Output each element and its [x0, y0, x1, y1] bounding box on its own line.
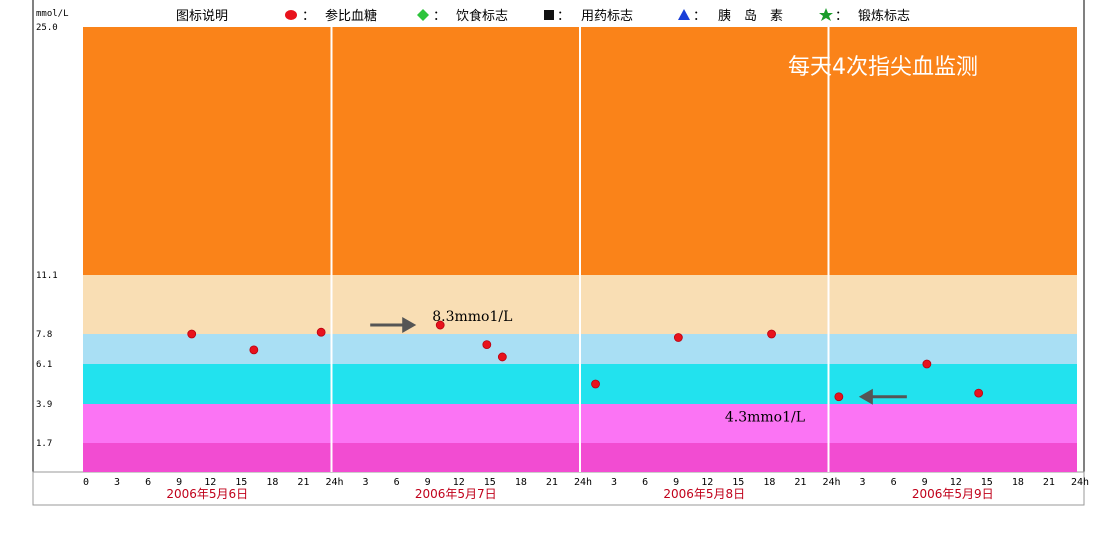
y-tick-label: 7.8 [36, 330, 52, 340]
x-tick-label: 18 [266, 477, 278, 488]
glucose-point [187, 329, 197, 339]
annotation-label: 4.3mmo1/L [725, 410, 805, 426]
x-tick-label: 15 [981, 477, 993, 488]
legend-sep-1: ： [302, 9, 315, 24]
reference-glucose-points [187, 320, 984, 402]
legend-item-exercise: 锻炼标志 [858, 9, 910, 24]
glucose-point [435, 320, 445, 330]
y-tick-label: 6.1 [36, 360, 52, 370]
glucose-point [767, 329, 776, 339]
x-tick-label: 21 [546, 477, 558, 488]
glucose-point [316, 327, 326, 337]
x-tick-label: 24h [325, 477, 343, 488]
x-tick-label: 15 [484, 477, 496, 488]
x-tick-label: 12 [950, 477, 962, 488]
x-tick-label: 3 [363, 477, 369, 488]
legend-title: 图标说明 [176, 9, 228, 24]
x-tick-label: 18 [515, 477, 527, 488]
x-tick-label: 21 [794, 477, 806, 488]
glucose-point [673, 333, 683, 342]
x-tick-label: 18 [1012, 477, 1024, 488]
unit-label: mmol/L [36, 9, 69, 19]
x-tick-label: 6 [394, 477, 400, 488]
legend-star-icon [819, 8, 833, 21]
x-tick-label: 3 [860, 477, 866, 488]
x-tick-label: 9 [673, 477, 679, 488]
x-tick-label: 24h [1071, 477, 1089, 488]
glucose-point [834, 392, 844, 402]
x-axis-date-labels: 2006年5月6日 2006年5月7日 2006年5月8日 2006年5月9日 [166, 487, 993, 501]
legend-item-medication: 用药标志 [581, 9, 633, 24]
day-dividers [330, 27, 830, 472]
x-tick-label: 6 [891, 477, 897, 488]
x-tick-label: 9 [176, 477, 182, 488]
legend-item-reference-glucose: 参比血糖 [325, 8, 377, 24]
annotation-label: 8.3mmo1/L [432, 309, 512, 325]
y-axis-ticks: 25.0 11.1 7.8 6.1 3.9 1.7 [36, 23, 58, 449]
x-tick-label: 18 [763, 477, 775, 488]
legend-sep-4: ： [693, 9, 706, 24]
glucose-point [974, 388, 984, 398]
x-tick-label: 15 [235, 477, 247, 488]
legend-sep-3: ： [557, 9, 570, 24]
legend-item-diet: 饮食标志 [456, 8, 508, 24]
x-tick-label: 0 [83, 477, 89, 488]
arrow-left-icon [858, 388, 873, 405]
x-tick-label: 9 [425, 477, 431, 488]
x-axis-hour-ticks: 0 3 6 9 12 15 18 21 24h 3 6 9 12 15 18 21 24h 3 6 9 12 15 18 21… [83, 477, 1089, 488]
x-tick-label: 21 [1043, 477, 1055, 488]
y-tick-label: 3.9 [36, 400, 52, 410]
x-tick-label: 12 [453, 477, 465, 488]
legend-diamond-icon [417, 9, 429, 21]
glucose-point [249, 345, 259, 355]
x-tick-label: 3 [114, 477, 120, 488]
legend: mmol/L 图标说明 ： 参比血糖 ： 饮食标志 ： 用药标志 ： 胰 岛 素… [36, 8, 910, 24]
glucose-point [497, 352, 507, 362]
date-label: 2006年5月6日 [166, 487, 248, 501]
arrow-right-icon [402, 317, 417, 334]
glucose-point [482, 340, 492, 349]
legend-sep-5: ： [835, 9, 848, 24]
legend-triangle-icon [678, 9, 690, 20]
legend-item-insulin: 胰 岛 素 [718, 8, 783, 24]
legend-circle-icon [285, 10, 297, 20]
date-label: 2006年5月8日 [663, 487, 745, 501]
date-label: 2006年5月7日 [415, 487, 497, 501]
x-tick-label: 12 [701, 477, 713, 488]
x-tick-label: 12 [204, 477, 216, 488]
y-tick-label: 11.1 [36, 271, 58, 281]
x-tick-label: 3 [611, 477, 617, 488]
x-tick-label: 9 [922, 477, 928, 488]
overlay-title: 每天4次指尖血监测 [788, 55, 978, 80]
x-tick-label: 15 [732, 477, 744, 488]
y-tick-label: 1.7 [36, 439, 52, 449]
x-tick-label: 21 [297, 477, 309, 488]
glucose-point [591, 379, 600, 389]
legend-sep-2: ： [433, 9, 446, 24]
x-tick-label: 6 [145, 477, 151, 488]
legend-square-icon [544, 10, 554, 20]
x-tick-label: 24h [574, 477, 592, 488]
date-label: 2006年5月9日 [912, 487, 994, 501]
x-tick-label: 24h [822, 477, 840, 488]
x-tick-label: 6 [642, 477, 648, 488]
annotations: 8.3mmo1/L 4.3mmo1/L [370, 309, 907, 426]
glucose-point [922, 359, 932, 369]
y-tick-label: 25.0 [36, 23, 58, 33]
